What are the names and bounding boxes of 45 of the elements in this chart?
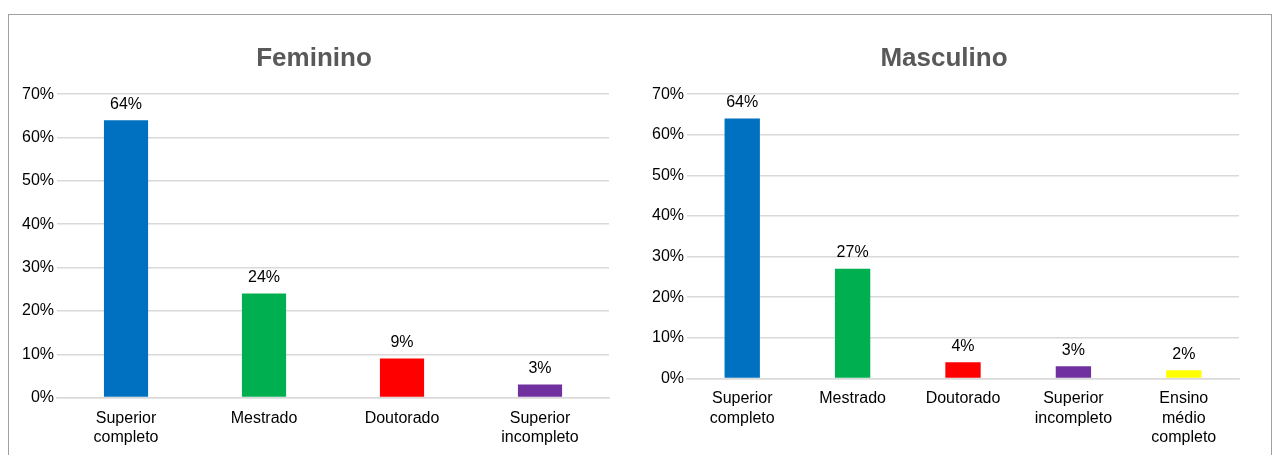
bar [1166, 370, 1202, 378]
data-label: 24% [248, 267, 281, 285]
data-label: 64% [110, 94, 143, 112]
data-label: 64% [726, 92, 759, 110]
x-tick-label: Superior incompleto [501, 408, 579, 445]
data-label: 2% [1172, 344, 1196, 362]
y-tick-label: 40% [651, 206, 685, 224]
y-tick-label: 30% [21, 257, 55, 275]
bar [945, 362, 981, 378]
x-tick-label: Superior completo [709, 389, 775, 426]
x-tick-label: Doutorado [925, 389, 1001, 407]
chart-title: Feminino [256, 41, 372, 72]
y-tick-label: 60% [651, 125, 685, 143]
y-tick-label: 10% [21, 344, 55, 362]
bar [379, 358, 425, 397]
y-tick-label: 70% [21, 84, 55, 102]
y-tick-label: 60% [21, 127, 55, 145]
chart-title: Masculino [880, 41, 1008, 72]
data-label: 3% [1061, 340, 1085, 358]
y-tick-label: 20% [21, 301, 55, 319]
x-tick-label: Doutorado [364, 408, 440, 426]
y-tick-label: 50% [651, 165, 685, 183]
x-tick-label: Superior completo [93, 408, 159, 445]
y-tick-label: 10% [651, 328, 685, 346]
bar [103, 120, 149, 397]
x-tick-label: Mestrado [230, 408, 298, 426]
bar [517, 384, 563, 397]
y-tick-label: 0% [30, 388, 55, 406]
y-tick-label: 40% [21, 214, 55, 232]
y-tick-label: 50% [21, 171, 55, 189]
data-label: 4% [951, 336, 975, 354]
y-tick-label: 0% [660, 368, 685, 386]
bar [834, 268, 871, 378]
x-tick-label: Ensino médio completo [1151, 389, 1217, 445]
data-label: 9% [390, 333, 414, 350]
y-tick-label: 20% [651, 287, 685, 305]
bar [724, 118, 760, 378]
data-label: 27% [836, 243, 869, 261]
bar [241, 293, 287, 397]
x-tick-label: Mestrado [819, 389, 887, 407]
y-tick-label: 70% [651, 84, 685, 102]
y-tick-label: 30% [651, 247, 685, 265]
data-label: 3% [528, 359, 552, 376]
x-tick-label: Superior incompleto [1034, 389, 1113, 426]
bar [1055, 366, 1092, 378]
